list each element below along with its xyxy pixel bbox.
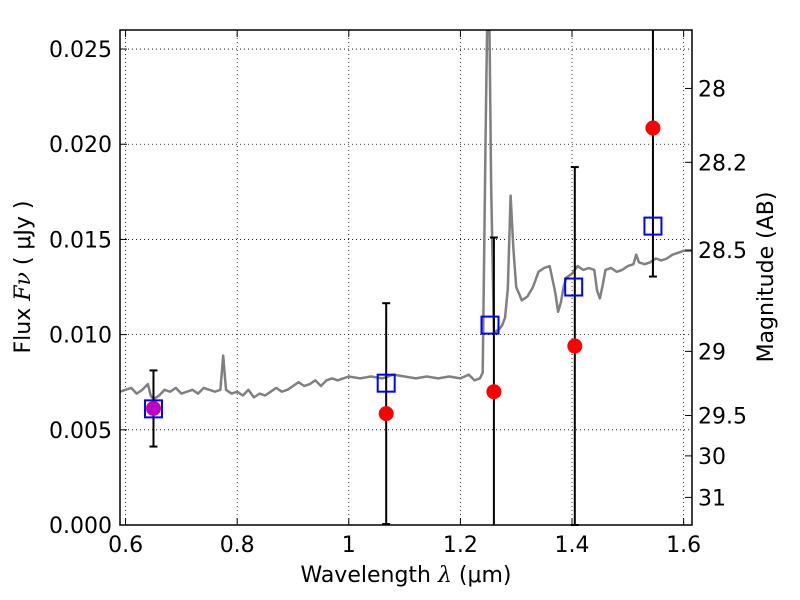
x-tick-label: 0.6 [108,533,143,558]
model-point [643,216,663,236]
y2-tick-label: 28.2 [698,151,747,176]
model-point [564,277,584,297]
y-tick-label: 0.020 [49,133,112,158]
y2-tick-label: 30 [698,445,726,470]
plot-frame [119,29,693,526]
spectrum-layer [120,30,692,401]
y-tick-label: 0.005 [49,419,112,444]
x-tick-label: 0.8 [220,533,255,558]
x-tick-label: 1.2 [443,533,478,558]
y2-tick-label: 31 [698,486,726,511]
errorbar-layer [149,30,657,526]
observed-point [378,406,394,422]
y-tick-label: 0.000 [49,514,112,539]
spectrum-line [120,30,692,401]
y2-tick-label: 28 [698,77,726,102]
x-axis-label: Wavelength λ (μm) [300,563,511,588]
y2-axis-label: Magnitude (AB) [754,192,779,363]
y-axis-label: Flux Fν ( μJy ) [11,200,36,353]
x-tick-label: 1.6 [666,533,701,558]
observed-point [486,384,502,400]
model-point [376,373,396,393]
marker-layer [143,120,663,422]
y2-tick-label: 29 [698,340,726,365]
y-tick-label: 0.010 [49,324,112,349]
y2-tick-label: 29.5 [698,405,747,430]
grid [120,30,692,525]
observed-point [567,338,583,354]
model-point [480,315,500,335]
y2-tick-label: 28.5 [698,239,747,264]
y-tick-label: 0.025 [49,38,112,63]
observed-point [145,400,161,416]
x-tick-label: 1 [342,533,356,558]
tick-layer: 0.6 0.8 1 1.2 1.4 1.6 0.000 0.005 0.010 0.015 0.02… [49,30,747,558]
x-tick-label: 1.4 [555,533,590,558]
observed-point [645,120,661,136]
model-point [143,399,163,419]
y-tick-label: 0.015 [49,228,112,253]
